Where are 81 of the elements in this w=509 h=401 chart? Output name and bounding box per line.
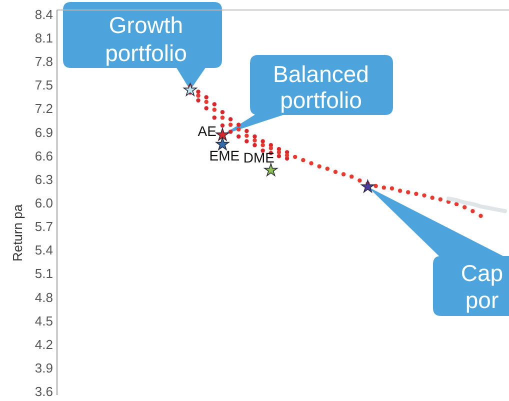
point [390, 186, 394, 190]
point [220, 123, 225, 128]
point [268, 146, 274, 150]
point [478, 214, 483, 218]
point [236, 127, 241, 132]
y-tick-label: 8.1 [34, 30, 53, 45]
point [414, 192, 418, 196]
y-tick-label: 4.8 [34, 289, 53, 304]
point [244, 139, 249, 144]
annotation: Cap por [460, 260, 504, 313]
point [264, 163, 278, 176]
y-tick-label: 3.9 [34, 360, 53, 375]
point [244, 128, 249, 134]
point [398, 188, 402, 193]
point [196, 98, 200, 102]
y-tick-label: 6.9 [34, 124, 53, 140]
point [361, 180, 374, 193]
y-tick-label: 4.5 [34, 312, 53, 328]
point [292, 154, 298, 160]
y-axis-title: Return pa [10, 204, 25, 262]
y-tick-label: 8.4 [34, 6, 53, 22]
point [252, 138, 257, 143]
annotation: Growth portfolio [105, 12, 187, 66]
point [212, 102, 217, 106]
point [358, 178, 362, 183]
y-tick-label: 6.6 [34, 148, 53, 163]
y-tick-label: 7.8 [34, 54, 53, 69]
point [252, 143, 257, 148]
annotation: Balanced portfolio [273, 61, 369, 113]
series-label: AE [198, 122, 216, 139]
point [374, 184, 378, 188]
line-series [446, 196, 507, 214]
y-tick-label: 6.3 [34, 171, 53, 186]
y-tick-label: 4.2 [34, 336, 53, 352]
point [220, 116, 225, 120]
point [228, 117, 233, 122]
point [462, 205, 467, 210]
point [301, 158, 306, 162]
point [212, 108, 217, 112]
point [216, 128, 230, 141]
point [220, 110, 225, 114]
point [276, 150, 282, 154]
point [333, 170, 338, 174]
y-tick-label: 7.2 [34, 100, 53, 116]
point [260, 143, 265, 148]
point [260, 139, 265, 144]
point [204, 106, 208, 110]
point [422, 193, 426, 198]
point [236, 122, 241, 127]
point [470, 209, 475, 214]
point [284, 153, 290, 158]
point [276, 154, 282, 158]
point [438, 197, 443, 202]
point [236, 134, 241, 139]
point [212, 116, 217, 120]
y-tick-label: 7.5 [34, 77, 53, 92]
point [325, 166, 330, 171]
point [244, 134, 249, 138]
series-label: DME [243, 149, 274, 166]
point [228, 122, 233, 127]
point [317, 164, 322, 168]
point [349, 174, 354, 179]
y-tick-label: 5.4 [34, 242, 53, 258]
point [196, 94, 200, 98]
y-tick-label: 5.7 [34, 218, 53, 234]
point [382, 185, 386, 190]
y-tick-label: 5.1 [34, 266, 53, 281]
point [183, 83, 197, 96]
y-tick-label: 6.0 [34, 195, 53, 210]
point [430, 196, 434, 200]
point [204, 100, 208, 104]
point [406, 190, 410, 194]
point [228, 130, 233, 134]
point [309, 161, 314, 166]
y-tick-label: 3.6 [34, 384, 53, 399]
point [341, 172, 346, 176]
point [196, 90, 200, 94]
series-label: EME [209, 147, 240, 164]
point [252, 134, 257, 139]
point [204, 95, 208, 100]
point [216, 137, 230, 150]
